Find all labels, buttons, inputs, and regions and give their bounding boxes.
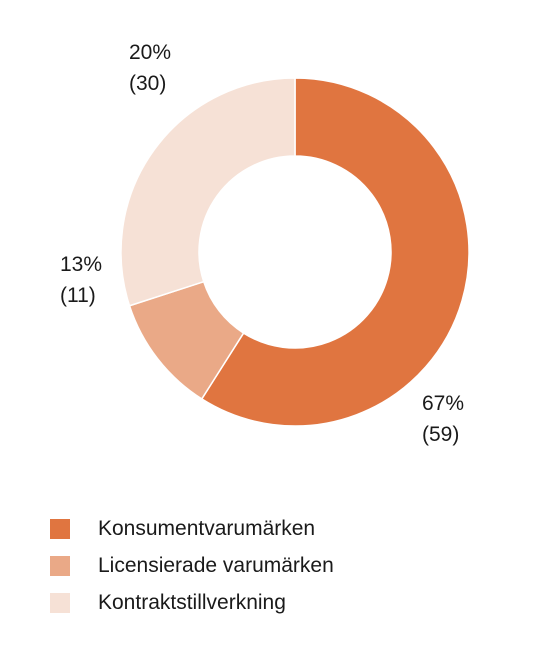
legend-swatch-kontraktstillverkning: [50, 592, 70, 613]
legend-item-konsumentvarumarken: Konsumentvarumärken: [50, 510, 334, 547]
percent-label-konsumentvarumarken: 67%: [422, 392, 465, 415]
count-label-konsumentvarumarken: (59): [422, 423, 460, 446]
legend-label-licensierade-varumarken: Licensierade varumärken: [98, 553, 334, 577]
legend-swatch-licensierade-varumarken: [50, 555, 70, 576]
legend-item-kontraktstillverkning: Kontraktstillverkning: [50, 584, 334, 621]
legend: Konsumentvarumärken Licensierade varumär…: [50, 510, 334, 621]
legend-swatch-konsumentvarumarken: [50, 518, 70, 539]
legend-label-kontraktstillverkning: Kontraktstillverkning: [98, 590, 286, 614]
slice-kontraktstillverkning: [120, 77, 296, 307]
label-licensierade-varumarken: 13% (11): [60, 249, 102, 311]
percent-label-licensierade-varumarken: 13%: [60, 253, 103, 276]
label-kontraktstillverkning: 20% (30): [129, 37, 171, 99]
legend-label-konsumentvarumarken: Konsumentvarumärken: [98, 516, 316, 540]
slice-konsumentvarumarken: [200, 77, 470, 427]
donut-chart: [120, 77, 470, 427]
count-label-licensierade-varumarken: (11): [60, 284, 96, 307]
count-label-kontraktstillverkning: (30): [129, 72, 167, 95]
label-konsumentvarumarken: 67% (59): [422, 388, 464, 450]
legend-item-licensierade-varumarken: Licensierade varumärken: [50, 547, 334, 584]
percent-label-kontraktstillverkning: 20%: [129, 41, 172, 64]
